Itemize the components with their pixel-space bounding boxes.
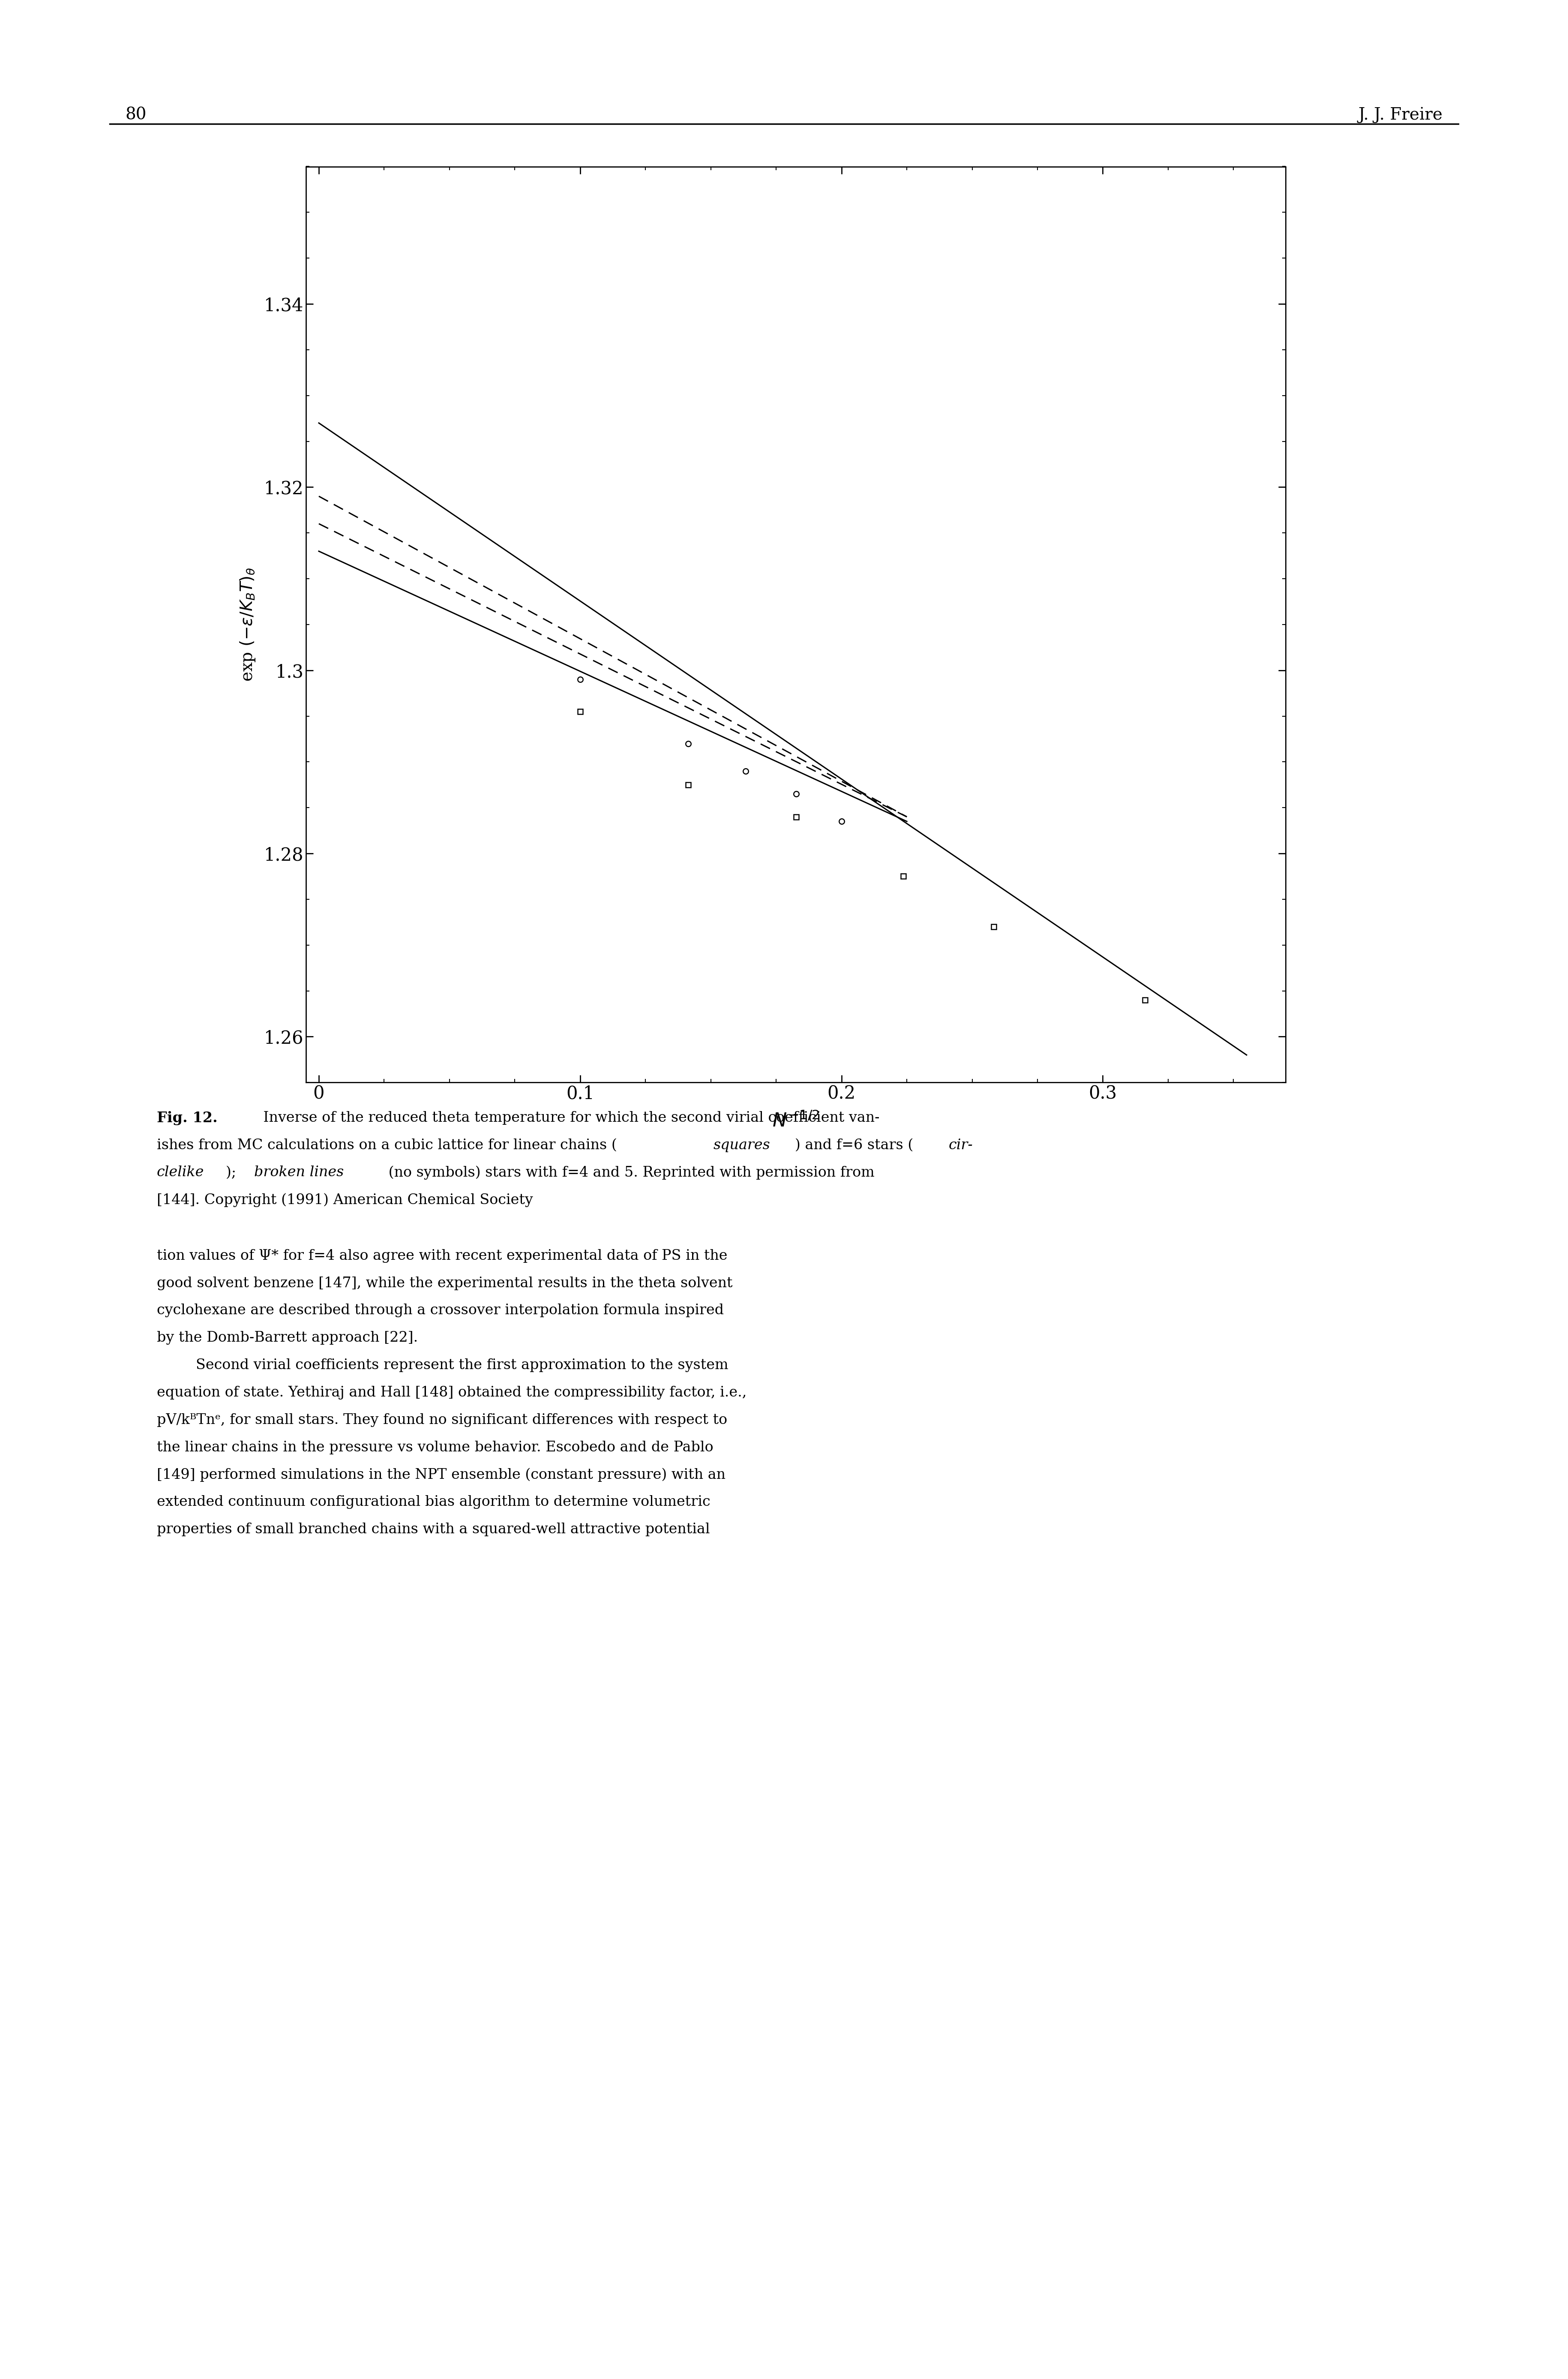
Y-axis label: exp $(-\varepsilon / K_BT)_{\theta}$: exp $(-\varepsilon / K_BT)_{\theta}$ <box>238 566 257 683</box>
Text: cyclohexane are described through a crossover interpolation formula inspired: cyclohexane are described through a cros… <box>157 1304 724 1318</box>
Text: good solvent benzene [147], while the experimental results in the theta solvent: good solvent benzene [147], while the ex… <box>157 1275 732 1289</box>
Text: pV/kᴮTnᵉ, for small stars. They found no significant differences with respect to: pV/kᴮTnᵉ, for small stars. They found no… <box>157 1413 728 1427</box>
Text: ) and f=6 stars (: ) and f=6 stars ( <box>795 1137 914 1151</box>
Text: Second virial coefficients represent the first approximation to the system: Second virial coefficients represent the… <box>196 1358 729 1373</box>
Text: [149] performed simulations in the NPT ensemble (constant pressure) with an: [149] performed simulations in the NPT e… <box>157 1468 726 1482</box>
Text: 80: 80 <box>125 107 147 124</box>
Text: [144]. Copyright (1991) American Chemical Society: [144]. Copyright (1991) American Chemica… <box>157 1192 533 1206</box>
Text: cir-: cir- <box>949 1137 972 1151</box>
Text: properties of small branched chains with a squared-well attractive potential: properties of small branched chains with… <box>157 1523 710 1537</box>
Text: J. J. Freire: J. J. Freire <box>1358 107 1443 124</box>
X-axis label: $N^{-1/2}$: $N^{-1/2}$ <box>771 1111 820 1130</box>
Text: Fig. 12.: Fig. 12. <box>157 1111 218 1125</box>
Text: (no symbols) stars with f=4 and 5. Reprinted with permission from: (no symbols) stars with f=4 and 5. Repri… <box>384 1166 875 1180</box>
Text: tion values of Ψ* for f=4 also agree with recent experimental data of PS in the: tion values of Ψ* for f=4 also agree wit… <box>157 1249 728 1263</box>
Text: squares: squares <box>713 1137 770 1151</box>
Text: clelike: clelike <box>157 1166 204 1180</box>
Text: extended continuum configurational bias algorithm to determine volumetric: extended continuum configurational bias … <box>157 1496 710 1508</box>
Text: the linear chains in the pressure vs volume behavior. Escobedo and de Pablo: the linear chains in the pressure vs vol… <box>157 1439 713 1454</box>
Text: Inverse of the reduced theta temperature for which the second virial coefficient: Inverse of the reduced theta temperature… <box>254 1111 880 1125</box>
Text: equation of state. Yethiraj and Hall [148] obtained the compressibility factor, : equation of state. Yethiraj and Hall [14… <box>157 1385 746 1399</box>
Text: broken lines: broken lines <box>254 1166 343 1180</box>
Text: ishes from MC calculations on a cubic lattice for linear chains (: ishes from MC calculations on a cubic la… <box>157 1137 616 1151</box>
Text: by the Domb-Barrett approach [22].: by the Domb-Barrett approach [22]. <box>157 1332 419 1344</box>
Text: );: ); <box>226 1166 240 1180</box>
